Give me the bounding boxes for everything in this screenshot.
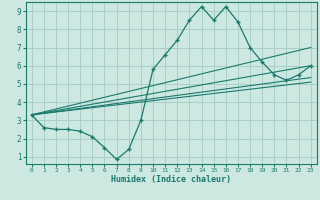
X-axis label: Humidex (Indice chaleur): Humidex (Indice chaleur) [111, 175, 231, 184]
